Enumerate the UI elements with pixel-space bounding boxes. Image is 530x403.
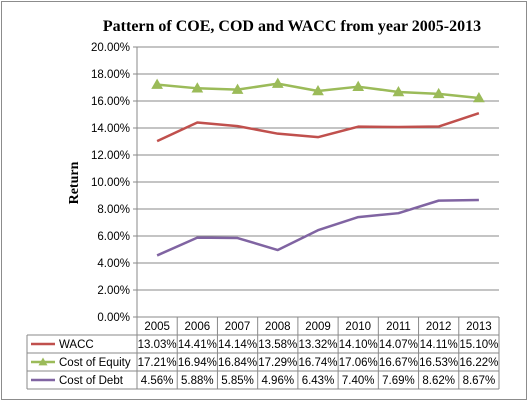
y-tick-label: 12.00% (91, 150, 130, 162)
data-label: 16.84% (218, 357, 257, 369)
data-label: 16.74% (298, 357, 337, 369)
legend-label: Cost of Debt (59, 375, 124, 387)
y-tick-label: 20.00% (91, 42, 130, 54)
data-label: 15.10% (459, 339, 498, 351)
y-tick-label: 14.00% (91, 123, 130, 135)
data-label: 6.43% (302, 375, 335, 387)
y-axis-label: Return (67, 161, 82, 204)
data-point (312, 85, 324, 96)
data-label: 13.03% (138, 339, 177, 351)
data-point (191, 82, 204, 93)
data-label: 14.11% (420, 339, 458, 351)
y-tick-label: 6.00% (97, 231, 130, 243)
y-tick-label: 2.00% (97, 285, 130, 297)
y-tick-labels: 0.00% 2.00% 4.00% 6.00% 8.00% 10.00% 12.00% 14.… (91, 42, 130, 324)
data-table: 2005 2006 2007 2008 2009 2010 2011 2012 2013 WACC… (26, 316, 500, 390)
chart-title: Pattern of COE, COD and WACC from year 2… (103, 18, 481, 35)
x-tick-label: 2011 (386, 321, 411, 333)
data-label: 16.53% (419, 357, 458, 369)
legend-label: WACC (59, 339, 94, 351)
data-label: 16.22% (459, 357, 498, 369)
y-tick-label: 0.00% (97, 312, 130, 324)
y-tick-label: 18.00% (91, 69, 130, 81)
x-tick-label: 2007 (225, 321, 251, 333)
x-tick-label: 2010 (345, 321, 371, 333)
data-label: 14.10% (339, 339, 378, 351)
data-label: 8.67% (463, 375, 496, 387)
x-tick-label: 2012 (426, 321, 452, 333)
series-line (156, 111, 480, 143)
data-label: 7.40% (342, 375, 375, 387)
data-label: 16.67% (379, 357, 418, 369)
data-label: 17.21% (138, 357, 177, 369)
gridlines (133, 46, 499, 318)
y-tick-label: 8.00% (97, 204, 130, 216)
x-tick-label: 2006 (185, 321, 211, 333)
y-tick-label: 16.00% (91, 96, 130, 108)
x-tick-label: 2008 (265, 321, 291, 333)
data-label: 14.14% (218, 339, 257, 351)
data-point (352, 80, 365, 91)
y-tick-label: 4.00% (97, 258, 130, 270)
data-label: 14.07% (379, 339, 418, 351)
data-label: 17.06% (339, 357, 378, 369)
data-point (271, 77, 284, 88)
data-label: 17.29% (258, 357, 297, 369)
data-label: 13.32% (298, 339, 337, 351)
data-label: 13.58% (258, 339, 297, 351)
data-label: 5.88% (181, 375, 214, 387)
x-tick-label: 2013 (466, 321, 492, 333)
data-point (151, 78, 163, 89)
data-point (231, 83, 244, 94)
data-point (432, 87, 445, 99)
x-tick-label: 2009 (305, 321, 331, 333)
y-tick-label: 10.00% (91, 177, 130, 189)
legend-label: Cost of Equity (59, 357, 131, 369)
data-point (473, 92, 485, 103)
data-label: 4.56% (141, 375, 174, 387)
legend-marker (38, 357, 48, 366)
x-tick-label: 2005 (144, 321, 170, 333)
data-point (392, 85, 405, 97)
series-lines (151, 77, 485, 257)
data-label: 8.62% (422, 375, 455, 387)
data-label: 16.94% (178, 357, 217, 369)
data-label: 5.85% (221, 375, 254, 387)
data-label: 4.96% (261, 375, 294, 387)
series-line (156, 198, 479, 257)
data-label: 14.41% (178, 339, 217, 351)
data-label: 7.69% (382, 375, 415, 387)
